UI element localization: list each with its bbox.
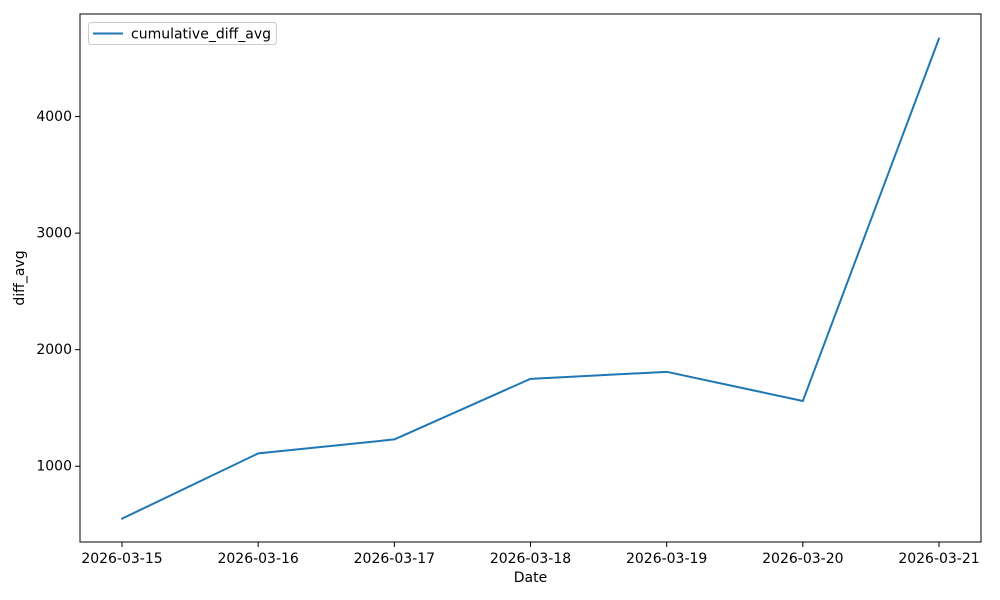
x-tick-label: 2026-03-20	[762, 551, 843, 567]
plot-area-border	[79, 13, 982, 543]
x-axis: 2026-03-15 2026-03-16 2026-03-17 2026-03-18…	[81, 542, 980, 567]
x-tick-label: 2026-03-18	[490, 551, 571, 567]
y-tick-label: 3000	[36, 226, 72, 242]
y-tick-label: 2000	[36, 342, 72, 358]
x-tick-label: 2026-03-17	[354, 551, 435, 567]
series-line-cumulative_diff_avg	[121, 37, 940, 520]
y-tick-label: 4000	[36, 109, 72, 125]
y-tick-label: 1000	[36, 459, 72, 475]
y-axis: 1000 2000 3000 4000	[36, 109, 80, 475]
y-axis-label: diff_avg	[12, 250, 28, 305]
x-tick-label: 2026-03-16	[217, 551, 298, 567]
x-tick-label: 2026-03-19	[626, 551, 707, 567]
x-axis-label: Date	[514, 570, 547, 586]
legend-box	[88, 22, 277, 45]
legend: cumulative_diff_avg	[88, 22, 277, 45]
x-tick-label: 2026-03-15	[81, 551, 162, 567]
x-tick-label: 2026-03-21	[898, 551, 979, 567]
legend-label: cumulative_diff_avg	[131, 27, 271, 43]
